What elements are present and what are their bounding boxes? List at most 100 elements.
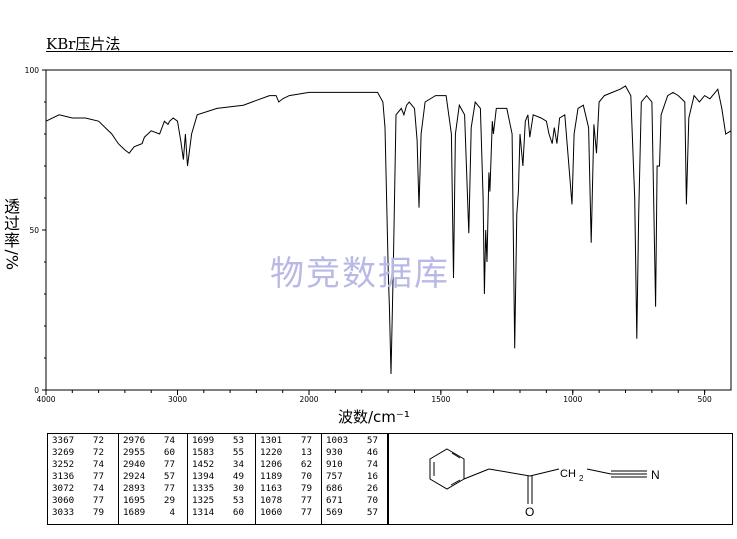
peak-table-row: 2924 57 [123,471,192,483]
peak-table-row: 3033 79 [52,507,122,519]
peak-table-row: 1163 79 [260,483,326,495]
peak-table-row: 910 74 [326,459,390,471]
peak-table-row: 1078 77 [260,495,326,507]
peak-table-row: 1220 13 [260,447,326,459]
phenyl-carbonyl-bond [463,468,490,480]
peak-table-column: 3367 72 3269 72 3252 74 3136 77 3072 74 3060 77 3033… [48,434,122,525]
peak-transmittance: 74 [92,459,104,470]
x-tick-label: 2000 [299,395,318,404]
peak-table-row: 686 26 [326,483,390,495]
peak-transmittance: 4 [169,507,175,518]
peak-transmittance: 77 [300,495,312,506]
x-tick-label: 1500 [431,395,450,404]
peak-transmittance: 55 [232,447,244,458]
peak-table-row: 2955 60 [123,447,192,459]
peak-transmittance: 26 [366,483,378,494]
ring-double-bond [450,479,461,486]
peak-table-row: 2976 74 [123,435,192,447]
peak-transmittance: 79 [300,483,312,494]
peak-wavenumber: 3269 [52,447,75,458]
peak-table-column: 1699 53 1583 55 1452 34 1394 49 1335 30 1325 53 1314… [187,434,260,525]
peak-wavenumber: 1163 [260,483,283,494]
peak-transmittance: 57 [163,471,175,482]
peak-wavenumber: 671 [326,495,343,506]
peak-transmittance: 74 [92,483,104,494]
y-tick-label: 50 [29,226,39,235]
peak-wavenumber: 1206 [260,459,283,470]
peak-table-row: 1689 4 [123,507,192,519]
peak-wavenumber: 1695 [123,495,146,506]
peak-transmittance: 60 [232,507,244,518]
peak-table-row: 1335 30 [192,483,260,495]
x-axis-label: 波数/cm⁻¹ [338,408,410,426]
oxygen-label: O [525,505,534,519]
peak-transmittance: 60 [163,447,175,458]
peak-transmittance: 77 [300,435,312,446]
peak-transmittance: 77 [163,459,175,470]
peak-wavenumber: 1060 [260,507,283,518]
peak-wavenumber: 930 [326,447,343,458]
peak-wavenumber: 2955 [123,447,146,458]
peak-wavenumber: 1452 [192,459,215,470]
peak-wavenumber: 1583 [192,447,215,458]
plot-frame [45,69,732,391]
ch2-label: CH [560,468,576,480]
peak-wavenumber: 3252 [52,459,75,470]
peak-table-row: 3252 74 [52,459,122,471]
peak-table-row: 1325 53 [192,495,260,507]
ring-double-bond [451,452,461,459]
peak-transmittance: 13 [300,447,312,458]
peak-transmittance: 29 [163,495,175,506]
peak-table-row: 1060 77 [260,507,326,519]
peak-transmittance: 77 [300,507,312,518]
y-axis-label-char: 透 [3,197,20,216]
peak-wavenumber: 910 [326,459,343,470]
peak-table-row: 1394 49 [192,471,260,483]
ch2-subscript: 2 [579,474,584,483]
peak-wavenumber: 2976 [123,435,146,446]
peak-transmittance: 74 [366,459,378,470]
peak-wavenumber: 3033 [52,507,75,518]
peak-table-row: 1003 57 [326,435,390,447]
peak-wavenumber: 1003 [326,435,349,446]
peak-table-row: 1452 34 [192,459,260,471]
watermark: 物竞数据库 [270,254,450,294]
peak-transmittance: 57 [366,507,378,518]
peak-table-row: 3367 72 [52,435,122,447]
peak-transmittance: 77 [92,495,104,506]
peak-wavenumber: 1394 [192,471,215,482]
peak-wavenumber: 2940 [123,459,146,470]
peak-table-row: 671 70 [326,495,390,507]
peak-wavenumber: 3072 [52,483,75,494]
peak-wavenumber: 1699 [192,435,215,446]
peak-wavenumber: 1325 [192,495,215,506]
peak-wavenumber: 3136 [52,471,75,482]
peak-wavenumber: 1335 [192,483,215,494]
peak-transmittance: 57 [366,435,378,446]
peak-wavenumber: 1689 [123,507,146,518]
peak-table-row: 1695 29 [123,495,192,507]
peak-transmittance: 77 [92,471,104,482]
peak-wavenumber: 1301 [260,435,283,446]
x-tick-label: 4000 [36,395,55,404]
y-axis-label-unit: /% [2,249,22,271]
peak-transmittance: 74 [163,435,175,446]
title-rule [46,51,733,52]
peak-transmittance: 34 [232,459,244,470]
peak-wavenumber: 2893 [123,483,146,494]
peak-table-column: 1003 57 930 46 910 74 757 16 686 26 671 70 569 57 [321,434,390,525]
peak-transmittance: 72 [92,447,104,458]
ir-spectrum-trace [45,85,732,375]
x-tick-label: 3000 [168,395,187,404]
peak-wavenumber: 686 [326,483,343,494]
peak-wavenumber: 1189 [260,471,283,482]
peak-table-row: 757 16 [326,471,390,483]
x-tick-label: 500 [697,395,712,404]
peak-transmittance: 53 [232,435,244,446]
structure-panel: O CH 2 N [388,433,733,525]
peak-transmittance: 70 [300,471,312,482]
peak-table-row: 1699 53 [192,435,260,447]
peak-wavenumber: 1220 [260,447,283,458]
peak-table-row: 3060 77 [52,495,122,507]
